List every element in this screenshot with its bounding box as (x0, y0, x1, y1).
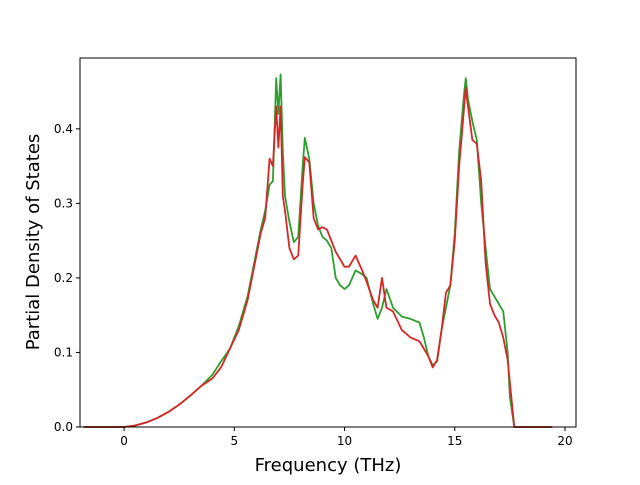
y-tick-label: 0.3 (54, 196, 73, 210)
x-tick-label: 0 (120, 434, 128, 448)
x-tick-label: 20 (557, 434, 572, 448)
series-line-2 (83, 86, 553, 428)
x-tick-label: 10 (337, 434, 352, 448)
series-line-1 (83, 73, 553, 428)
x-tick-label: 15 (447, 434, 462, 448)
axes-layer: 0 5 10 15 20 0.0 0.1 0.2 0.3 0.4 (54, 57, 577, 448)
y-tick-label: 0.4 (54, 122, 73, 136)
y-axis-label: Partial Density of States (23, 134, 44, 351)
y-tick-label: 0.0 (54, 420, 73, 434)
y-tick-label: 0.2 (54, 271, 73, 285)
y-tick-label: 0.1 (54, 345, 73, 359)
x-axis-label: Frequency (THz) (255, 455, 402, 476)
x-tick-label: 5 (230, 434, 238, 448)
axes-frame (79, 57, 577, 428)
series-layer (83, 73, 553, 428)
